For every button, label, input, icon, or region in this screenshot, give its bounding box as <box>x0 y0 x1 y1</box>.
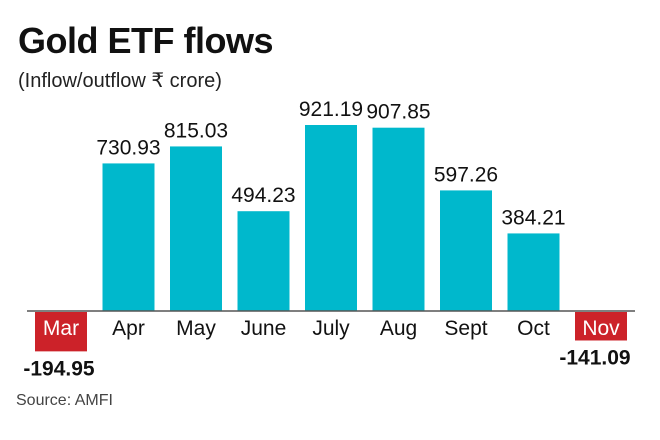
value-label: 921.19 <box>299 98 363 121</box>
bar-mar <box>35 312 87 352</box>
value-label: 815.03 <box>164 119 228 142</box>
x-tick-label: May <box>176 317 216 340</box>
value-label: -194.95 <box>23 357 95 380</box>
chart-title: Gold ETF flows <box>18 20 273 61</box>
x-tick-label: June <box>241 317 287 340</box>
bar-july <box>305 125 357 311</box>
bar-oct <box>507 233 560 311</box>
bar-apr <box>102 163 155 311</box>
bar-sept <box>440 190 492 311</box>
bar-aug <box>372 127 425 312</box>
value-label: 494.23 <box>231 184 295 207</box>
x-tick-label: Mar <box>43 317 79 340</box>
x-tick-label: July <box>312 317 350 340</box>
chart-subtitle: (Inflow/outflow ₹ crore) <box>18 70 222 92</box>
x-tick-label: Aug <box>380 317 417 340</box>
value-label: 730.93 <box>96 136 160 159</box>
value-label: 907.85 <box>366 101 430 124</box>
bar-nov <box>575 312 627 341</box>
bar-june <box>237 211 290 311</box>
source-note: Source: AMFI <box>16 392 113 409</box>
x-tick-label: Nov <box>582 317 620 340</box>
value-label: -141.09 <box>559 346 630 369</box>
x-tick-label: Apr <box>112 317 145 340</box>
bar-may <box>170 146 222 311</box>
value-label: 384.21 <box>501 206 565 229</box>
x-tick-label: Sept <box>444 317 487 340</box>
x-tick-label: Oct <box>517 317 550 340</box>
value-label: 597.26 <box>434 163 498 186</box>
